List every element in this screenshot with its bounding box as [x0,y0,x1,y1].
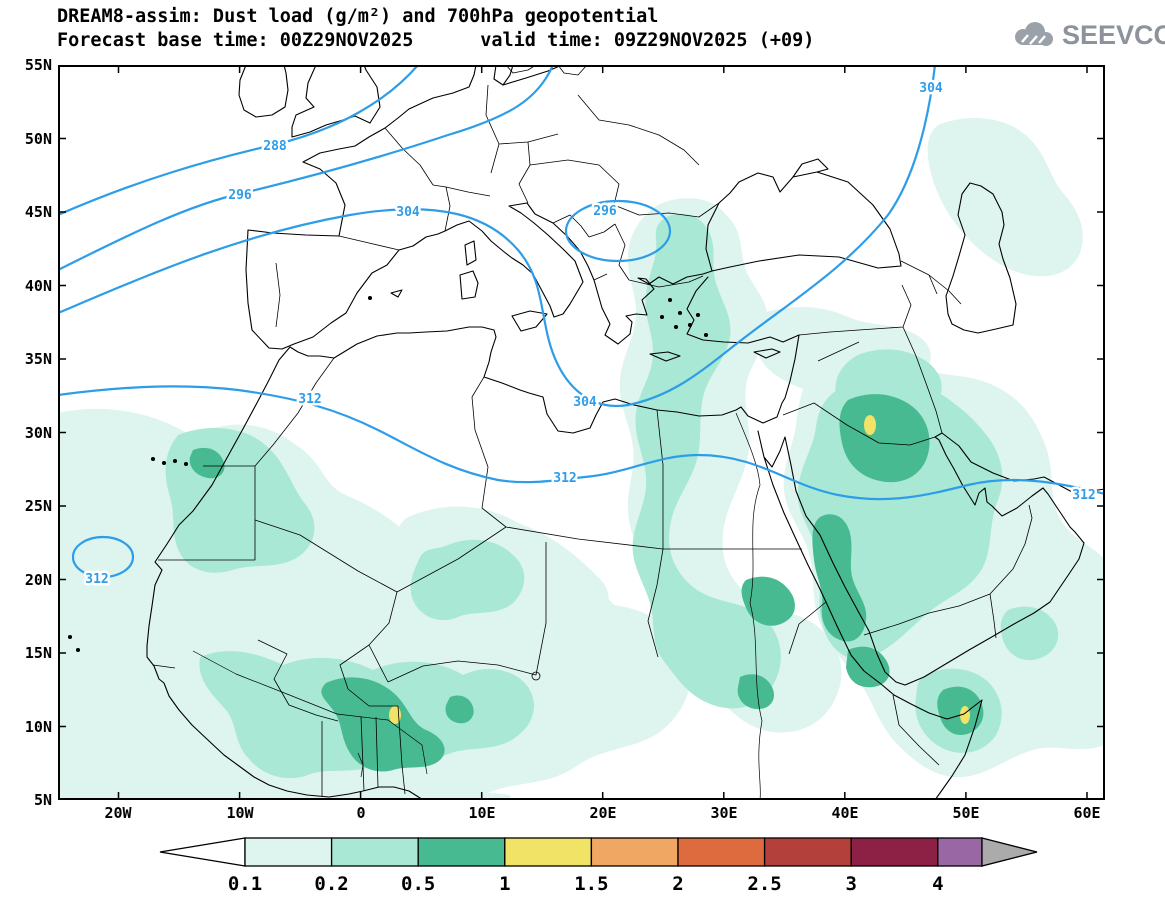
colorbar-label: 0.1 [228,873,262,895]
lat-label: 25N [24,497,52,515]
rivers [192,412,763,801]
lon-label: 20W [104,804,132,822]
colorbar-segment [763,837,852,867]
contour-label: 288 [263,139,287,154]
lat-label: 30N [24,423,52,442]
contour-296 [56,63,555,272]
lon-label: 40E [831,804,859,822]
colorbar-arrow-right [981,837,1038,867]
contour-label: 312 [85,572,108,587]
lat-label: 20N [24,570,52,589]
contour-label: 296 [593,204,617,219]
lat-label: 55N [24,56,52,74]
colorbar-label: 4 [932,873,943,895]
colorbar-segment [330,837,419,867]
colorbar-labels: 0.1 0.2 0.5 1 1.5 2 2.5 3 4 [228,873,944,895]
lon-label: 60E [1073,804,1101,822]
coast-islands [238,64,781,362]
colorbar-label: 0.2 [314,873,348,895]
lon-label: 0 [356,804,366,822]
geopotential-contour-layer [56,63,1107,579]
colorbar-label: 1.5 [574,873,608,895]
map-canvas: 288 296 304 296 304 312 312 304 312 312 [56,63,1107,801]
map-frame [58,65,1105,800]
contour-label: 312 [1072,488,1095,503]
lon-label: 30E [710,804,738,822]
seevccc-logo: SEEVCCC [1008,18,1165,52]
colorbar-segment [677,837,766,867]
coast-caspian-sea [945,182,1017,334]
lat-label: 35N [24,350,52,368]
contour-304 [56,63,937,408]
chart-subtitle: Forecast base time: 00Z29NOV2025 valid t… [57,30,815,51]
coast-mediterranean-north [293,202,713,345]
contour-label: 304 [396,205,420,220]
borders-europe [275,64,720,328]
country-border-layer [152,64,1033,801]
lat-label: 15N [24,644,52,662]
lat-label: 5N [33,791,52,809]
coast-atlantic-europe [245,64,563,350]
contour-296-closed-low [564,199,672,263]
lat-label: 40N [24,276,52,295]
colorbar-segment [244,837,333,867]
contour-312 [56,385,1107,501]
contour-label: 312 [298,392,321,407]
seevccc-cloud-icon [1015,22,1053,46]
lat-label: 10N [24,717,52,736]
colorbar-label: 2 [672,873,683,895]
lon-label: 10W [226,804,254,822]
lat-label: 50N [24,129,52,148]
coast-red-sea-arabia [757,430,1106,801]
colorbar-segment [590,837,679,867]
lon-label: 10E [468,804,496,822]
contour-labels: 288 296 304 296 304 312 312 304 312 312 [83,79,1098,590]
chart-title: DREAM8-assim: Dust load (g/m²) and 700hP… [57,6,659,27]
colorbar-label: 2.5 [747,873,781,895]
small-islands [67,295,709,653]
contour-312-closed-high [71,535,135,579]
dust-load-colorbar: 0.1 0.2 0.5 1 1.5 2 2.5 3 4 [159,837,1038,895]
contour-288 [56,63,420,217]
contour-label: 304 [573,395,597,410]
colorbar-segment [417,837,506,867]
coast-north-africa-levant [146,276,800,801]
lon-label: 20E [589,804,617,822]
colorbar-arrow-left [159,837,246,867]
colorbar-segment [850,837,939,867]
lat-label: 45N [24,203,52,221]
colorbar-label: 0.5 [401,873,435,895]
contour-label: 304 [919,81,943,96]
colorbar-segment [937,837,983,867]
contour-label: 296 [228,188,252,203]
lake-chad [531,671,541,681]
borders-middle-east [782,260,1033,639]
coast-black-sea [705,158,902,272]
colorbar-label: 1 [499,873,510,895]
axis-ticks [58,65,1105,800]
lon-label: 50E [952,804,980,822]
dust-shade-level-0.5 [189,394,984,772]
contour-label: 312 [553,471,576,486]
colorbar-label: 3 [845,873,856,895]
colorbar-segment [504,837,593,867]
seevccc-logo-text: SEEVCCC [1062,19,1165,50]
map-panel: 288 296 304 296 304 312 312 304 312 312 [56,63,1107,801]
coastline-layer [67,64,1106,801]
